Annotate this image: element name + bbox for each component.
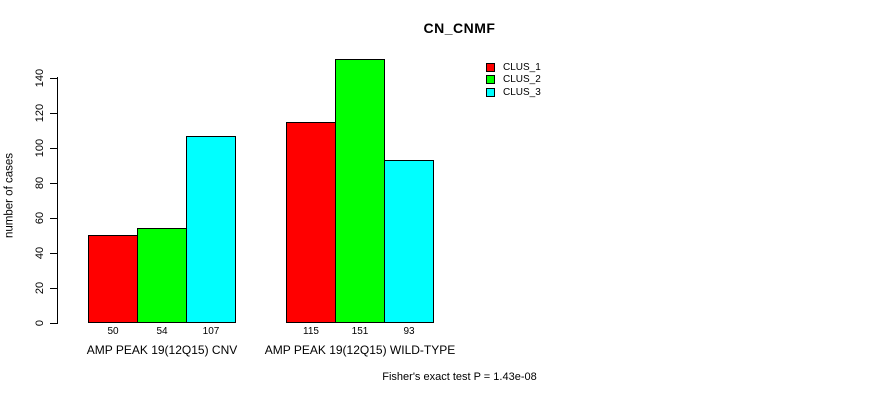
annotation-text: Fisher's exact test P = 1.43e-08 [382, 371, 537, 383]
bar-value-label: 54 [156, 326, 168, 337]
bar-value-label: 151 [351, 326, 369, 337]
y-tick-mark [50, 182, 57, 184]
y-tick-label: 140 [34, 68, 46, 88]
legend: CLUS_1 CLUS_2 CLUS_3 [486, 61, 541, 99]
bar-clus_3-group1 [186, 136, 236, 323]
y-tick-label: 0 [34, 319, 46, 327]
legend-label: CLUS_2 [503, 74, 541, 86]
y-tick-label: 100 [34, 138, 46, 158]
y-axis-label: number of cases [3, 153, 16, 239]
y-tick-mark [50, 77, 57, 79]
bar-value-label: 50 [107, 326, 119, 337]
legend-swatch-clus_2 [486, 75, 495, 85]
y-tick-label: 20 [34, 281, 46, 295]
legend-swatch-clus_3 [486, 87, 495, 97]
legend-item-clus_3: CLUS_3 [486, 86, 541, 99]
legend-swatch-clus_1 [486, 62, 495, 72]
legend-item-clus_2: CLUS_2 [486, 74, 541, 87]
bar-clus_2-group1 [137, 228, 187, 323]
bar-clus_3-group2 [384, 160, 434, 323]
bar-value-label: 115 [303, 326, 319, 337]
y-tick-label: 120 [34, 103, 46, 123]
y-tick-label: 80 [34, 176, 46, 190]
bar-value-label: 107 [202, 326, 220, 337]
legend-item-clus_1: CLUS_1 [486, 61, 541, 74]
y-tick-mark [50, 322, 57, 324]
bar-value-label: 93 [403, 326, 415, 337]
chart-title: CN_CNMF [423, 20, 496, 36]
y-tick-mark [50, 287, 57, 289]
legend-label: CLUS_1 [503, 61, 541, 73]
bar-clus_1-group2 [286, 122, 336, 323]
y-tick-mark [50, 112, 57, 114]
y-axis-line [57, 77, 58, 324]
y-tick-label: 60 [34, 211, 46, 225]
y-tick-label: 40 [34, 246, 46, 260]
legend-label: CLUS_3 [503, 86, 541, 98]
bar-clus_1-group1 [88, 235, 138, 323]
category-label: AMP PEAK 19(12Q15) WILD-TYPE [264, 343, 456, 357]
bar-clus_2-group2 [335, 59, 385, 323]
y-tick-mark [50, 217, 57, 219]
y-tick-mark [50, 147, 57, 149]
y-tick-mark [50, 252, 57, 254]
category-label: AMP PEAK 19(12Q15) CNV [86, 343, 238, 357]
